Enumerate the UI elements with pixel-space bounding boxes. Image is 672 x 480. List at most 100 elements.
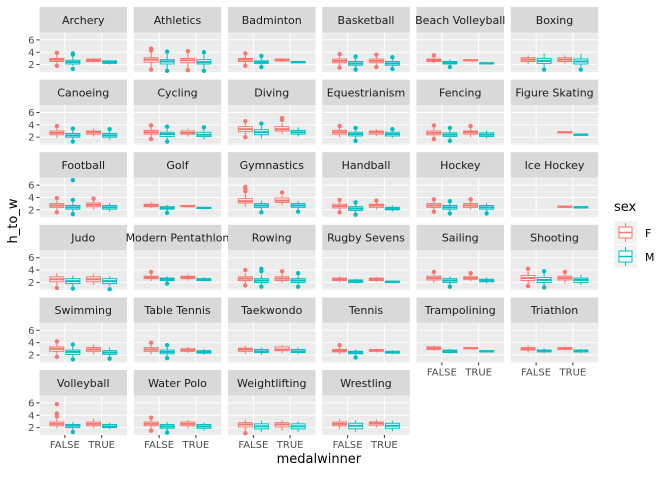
facet-strip xyxy=(510,224,599,251)
outlier-point xyxy=(148,67,154,72)
outlier-point xyxy=(107,356,112,361)
outlier-point xyxy=(148,415,154,420)
box-F xyxy=(49,50,65,69)
box-M xyxy=(253,53,269,70)
outlier-point xyxy=(259,284,264,289)
outlier-point xyxy=(54,210,60,215)
facet-strip xyxy=(322,224,410,251)
y-tick-label: 6 xyxy=(28,35,34,46)
facet-panel: Basketball xyxy=(322,7,410,72)
facet-strip xyxy=(416,224,504,251)
outlier-point xyxy=(541,269,547,274)
box-F xyxy=(143,269,159,282)
facet-strip xyxy=(510,79,599,106)
outlier-point xyxy=(107,286,112,292)
x-tick-label: FALSE xyxy=(238,440,268,451)
outlier-point xyxy=(164,124,170,129)
facet-panel: Water Polo FALSE TRUE xyxy=(133,370,222,451)
outlier-point xyxy=(164,342,170,348)
facet-panel: Fencing xyxy=(416,79,504,145)
box-M xyxy=(196,422,212,431)
box-M xyxy=(348,420,364,432)
box-M xyxy=(536,53,552,72)
outlier-point xyxy=(148,46,154,51)
outlier-point xyxy=(243,184,248,190)
facet-strip-label: Triathlon xyxy=(530,304,578,317)
y-tick-label: 4 xyxy=(28,120,34,131)
outlier-point xyxy=(390,66,395,72)
outlier-point xyxy=(259,210,264,215)
outlier-point xyxy=(148,136,154,142)
box-M xyxy=(384,54,400,72)
facet-panel: Sailing xyxy=(416,224,504,290)
facet-strip xyxy=(228,297,316,323)
box-M xyxy=(159,204,175,216)
box-M xyxy=(65,177,81,217)
outlier-point xyxy=(431,197,437,202)
facet-panel: Wrestling FALSE TRUE xyxy=(322,370,410,451)
outlier-point xyxy=(70,51,76,56)
box-F xyxy=(237,184,253,207)
y-tick-label: 4 xyxy=(28,266,34,277)
box-M xyxy=(384,126,400,138)
box-M xyxy=(479,62,495,65)
facet-strip-label: Volleyball xyxy=(57,377,110,390)
outlier-point xyxy=(70,211,76,217)
facet-strip xyxy=(416,79,504,106)
outlier-point xyxy=(54,411,60,416)
facet-strip xyxy=(228,370,316,396)
facet-strip-label: Shooting xyxy=(530,232,579,245)
outlier-point xyxy=(185,48,191,54)
outlier-point xyxy=(243,430,248,436)
outlier-point xyxy=(243,63,248,69)
y-tick-label: 4 xyxy=(28,411,34,422)
box-M xyxy=(573,274,589,285)
y-tick-label: 4 xyxy=(28,193,34,204)
x-axis-title: medalwinner xyxy=(277,452,362,467)
outlier-point xyxy=(353,54,358,59)
facet-strip-label: Water Polo xyxy=(148,377,207,390)
facet-strip-label: Basketball xyxy=(338,14,395,27)
outlier-point xyxy=(353,125,358,131)
facet-strip xyxy=(510,152,599,178)
outlier-point xyxy=(525,283,531,289)
facet-strip-label: Fencing xyxy=(439,86,482,99)
box-M xyxy=(102,347,118,361)
facet-panel: Diving xyxy=(228,79,316,145)
box-M xyxy=(65,126,81,144)
box-M xyxy=(479,130,495,139)
outlier-point xyxy=(243,134,248,140)
box-M xyxy=(102,203,118,212)
outlier-point xyxy=(243,51,248,56)
box-F xyxy=(143,46,159,72)
outlier-point xyxy=(70,357,76,362)
x-tick-label: TRUE xyxy=(370,440,398,451)
box-M xyxy=(442,348,458,354)
outlier-point xyxy=(70,139,76,144)
outlier-point xyxy=(337,342,342,348)
box-F xyxy=(143,202,159,208)
box-F xyxy=(180,204,196,208)
box-F xyxy=(274,345,290,354)
facet-strip-label: Handball xyxy=(342,159,391,172)
box-F xyxy=(86,128,102,137)
x-tick-label: TRUE xyxy=(87,440,115,451)
facet-strip-label: Badminton xyxy=(242,14,302,27)
facet-strip-label: Diving xyxy=(254,86,289,99)
outlier-point xyxy=(447,125,453,131)
outlier-point xyxy=(70,197,76,203)
box-F xyxy=(463,197,479,210)
facet-strip xyxy=(322,7,410,33)
outlier-point xyxy=(54,414,60,419)
facet-panel: Figure Skating xyxy=(510,79,599,145)
outlier-point xyxy=(337,210,342,215)
facet-strip-label: Wrestling xyxy=(340,377,392,390)
outlier-point xyxy=(164,49,170,54)
outlier-point xyxy=(484,211,489,216)
box-F xyxy=(463,123,479,138)
x-tick-label: FALSE xyxy=(50,440,80,451)
outlier-point xyxy=(541,67,547,72)
outlier-point xyxy=(243,283,248,288)
facet-panel: Rowing xyxy=(228,224,316,290)
facet-strip-label: Beach Volleyball xyxy=(415,14,505,27)
